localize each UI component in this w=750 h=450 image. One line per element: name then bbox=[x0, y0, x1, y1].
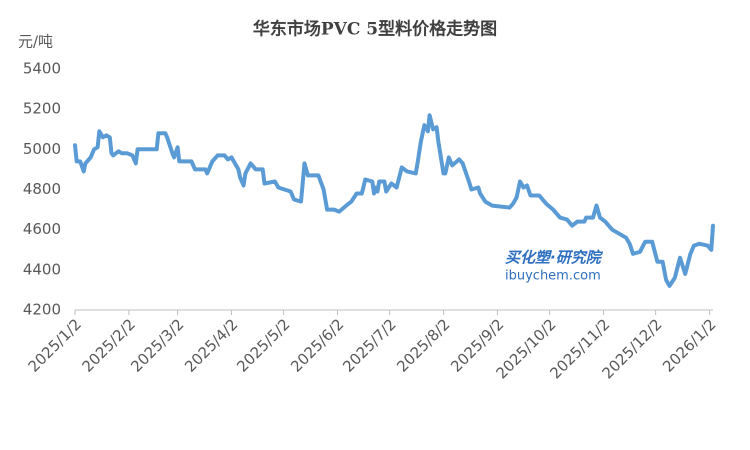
y-tick-label: 5000 bbox=[23, 140, 61, 158]
y-tick-label: 4200 bbox=[23, 301, 61, 319]
chart-title: 华东市场PVC 5型料价格走势图 bbox=[253, 19, 497, 40]
x-tick-label: 2025/4/2 bbox=[181, 315, 241, 375]
watermark: ibuychem.com bbox=[505, 269, 601, 284]
x-tick-label: 2025/7/2 bbox=[339, 315, 399, 375]
x-tick-label: 2025/8/2 bbox=[393, 315, 453, 375]
y-tick-label: 4400 bbox=[23, 260, 61, 278]
watermark: 买化塑·研究院 bbox=[505, 249, 604, 267]
price-line bbox=[73, 113, 715, 288]
x-tick-label: 2025/1/2 bbox=[25, 315, 85, 375]
x-tick-label: 2026/1/2 bbox=[659, 315, 719, 375]
y-tick-label: 5400 bbox=[23, 60, 61, 78]
y-tick-label: 5200 bbox=[23, 100, 61, 118]
x-tick-label: 2025/3/2 bbox=[127, 315, 187, 375]
y-axis-label: 元/吨 bbox=[18, 33, 53, 51]
x-tick-label: 2025/5/2 bbox=[233, 315, 293, 375]
y-tick-label: 4800 bbox=[23, 180, 61, 198]
x-tick-label: 2025/6/2 bbox=[287, 315, 347, 375]
y-tick-label: 4600 bbox=[23, 220, 61, 238]
